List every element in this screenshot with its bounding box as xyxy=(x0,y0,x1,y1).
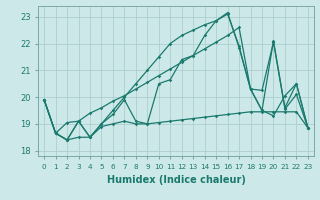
X-axis label: Humidex (Indice chaleur): Humidex (Indice chaleur) xyxy=(107,175,245,185)
